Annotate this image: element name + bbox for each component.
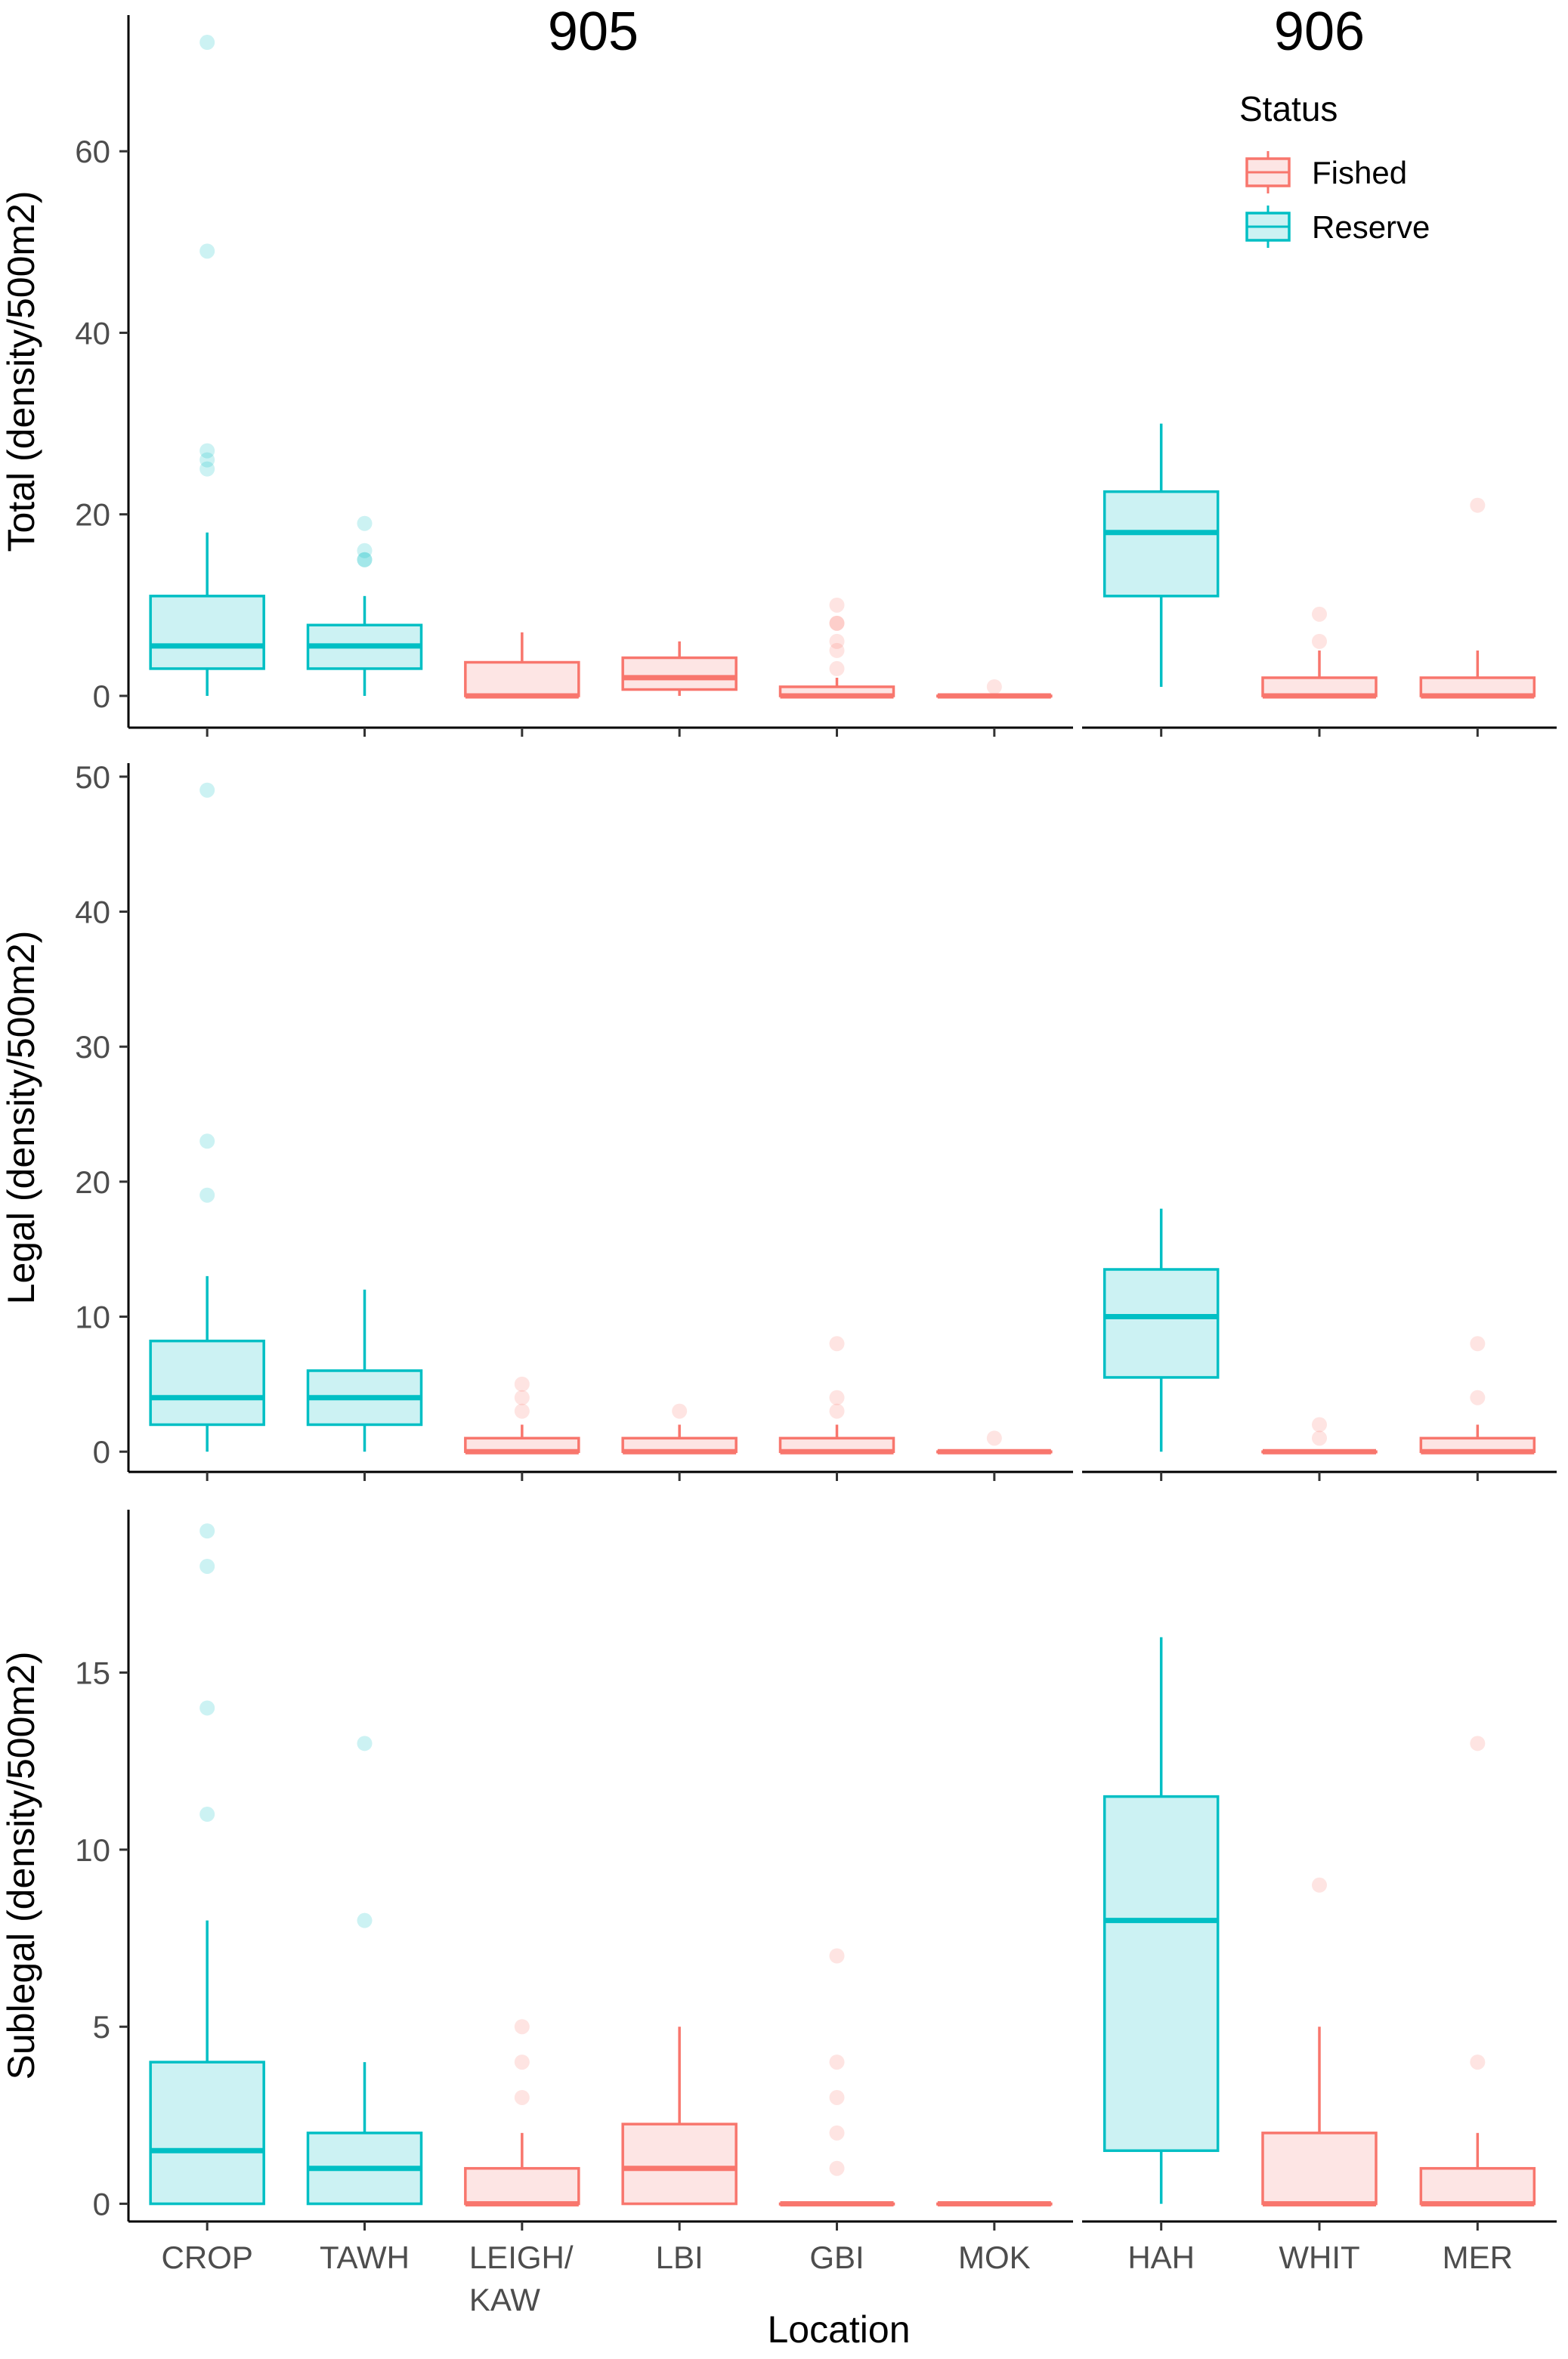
- outlier-row0-crop-2: [199, 443, 215, 459]
- box-row2-crop: [149, 2061, 265, 2206]
- x-tick-label-hah: HAH: [1127, 2240, 1195, 2275]
- y-tick-label-row2-15: 15: [75, 1656, 110, 1691]
- y-tick-label-row2-0: 0: [93, 2187, 110, 2222]
- x-tick-label-mer: MER: [1443, 2240, 1513, 2275]
- y-tick-label-row0-0: 0: [93, 679, 110, 714]
- outlier-row1-lbi-0: [672, 1403, 688, 1419]
- y-tick-label-row1-0: 0: [93, 1434, 110, 1470]
- outlier-row2-gbi-2: [829, 2089, 845, 2105]
- outlier-row1-mok-0: [986, 1430, 1002, 1446]
- x-tick-label-leigh-kaw: LEIGH/KAW: [469, 2240, 574, 2317]
- y-tick-label-row1-20: 20: [75, 1164, 110, 1200]
- outlier-row0-gbi-5: [829, 597, 845, 613]
- outlier-row1-whit-1: [1312, 1417, 1327, 1433]
- outlier-row2-whit-0: [1312, 1877, 1327, 1893]
- outlier-row2-leigh-kaw-1: [514, 2054, 530, 2070]
- y-tick-label-row0-60: 60: [75, 134, 110, 169]
- outlier-row2-crop-1: [199, 1700, 215, 1716]
- box-row1-hah: [1103, 1268, 1220, 1379]
- outlier-row1-leigh-kaw-1: [514, 1390, 530, 1405]
- box-row2-whit: [1261, 2132, 1378, 2206]
- y-tick-label-row1-30: 30: [75, 1029, 110, 1065]
- outlier-row2-gbi-4: [829, 1948, 845, 1964]
- outlier-row0-whit-0: [1312, 633, 1327, 649]
- y-tick-label-row0-40: 40: [75, 315, 110, 351]
- outlier-row0-tawh-2: [357, 543, 373, 558]
- y-axis-title-row2: Sublegal (density/500m2): [0, 1652, 42, 2080]
- box-row2-leigh-kaw: [464, 2166, 580, 2206]
- outlier-row0-crop-1: [199, 452, 215, 468]
- outlier-row1-gbi-0: [829, 1403, 845, 1419]
- outlier-row0-gbi-2: [829, 633, 845, 649]
- outlier-row2-crop-3: [199, 1523, 215, 1539]
- outlier-row2-mer-0: [1470, 2054, 1486, 2070]
- box-row0-leigh-kaw: [464, 660, 580, 697]
- outlier-row1-crop-1: [199, 1133, 215, 1149]
- outlier-row0-whit-1: [1312, 606, 1327, 622]
- box-row1-crop: [149, 1339, 265, 1427]
- facet-title-905: 905: [548, 2, 639, 62]
- box-row0-hah: [1103, 490, 1220, 598]
- outlier-row0-gbi-3: [829, 615, 845, 631]
- outlier-row0-tawh-3: [357, 515, 373, 531]
- outlier-row0-crop-0: [199, 461, 215, 477]
- box-row2-hah: [1103, 1795, 1220, 2153]
- outlier-row0-crop-4: [199, 35, 215, 51]
- box-row2-mer: [1419, 2166, 1536, 2206]
- box-row2-lbi: [621, 2122, 738, 2206]
- box-row0-whit: [1261, 676, 1378, 697]
- y-axis-title-row0: Total (density/500m2): [0, 190, 42, 552]
- y-tick-label-row1-10: 10: [75, 1300, 110, 1335]
- facet-title-906: 906: [1274, 2, 1365, 62]
- x-tick-label-whit: WHIT: [1279, 2240, 1359, 2275]
- outlier-row2-crop-0: [199, 1807, 215, 1823]
- outlier-row1-gbi-2: [829, 1336, 845, 1352]
- outlier-row2-mer-1: [1470, 1736, 1486, 1751]
- legend-title: Status: [1239, 89, 1338, 128]
- outlier-row2-leigh-kaw-0: [514, 2089, 530, 2105]
- outlier-row0-mer-0: [1470, 497, 1486, 513]
- x-tick-label-crop: CROP: [161, 2240, 252, 2275]
- outlier-row2-tawh-0: [357, 1912, 373, 1928]
- legend-label-reserve: Reserve: [1312, 209, 1430, 245]
- outlier-row0-gbi-0: [829, 660, 845, 676]
- y-tick-label-row1-40: 40: [75, 895, 110, 930]
- box-row0-crop: [149, 595, 265, 670]
- x-tick-label-mok: MOK: [958, 2240, 1031, 2275]
- outlier-row2-gbi-3: [829, 2054, 845, 2070]
- box-row0-lbi: [621, 656, 738, 691]
- outlier-row0-gbi-4: [829, 615, 845, 631]
- x-tick-label-gbi: GBI: [809, 2240, 864, 2275]
- outlier-row2-crop-2: [199, 1558, 215, 1574]
- outlier-row1-leigh-kaw-2: [514, 1376, 530, 1392]
- outlier-row2-gbi-1: [829, 2125, 845, 2141]
- outlier-row0-tawh-1: [357, 552, 373, 567]
- outlier-row2-tawh-1: [357, 1736, 373, 1751]
- box-row0-mer: [1419, 676, 1536, 697]
- outlier-row0-tawh-0: [357, 552, 373, 567]
- x-axis-title: Location: [767, 2308, 910, 2351]
- outlier-row1-mer-1: [1470, 1336, 1486, 1352]
- y-tick-label-row0-20: 20: [75, 497, 110, 533]
- y-tick-label-row2-10: 10: [75, 1832, 110, 1868]
- outlier-row1-crop-2: [199, 782, 215, 798]
- outlier-row0-gbi-1: [829, 642, 845, 658]
- y-tick-label-row2-5: 5: [93, 2009, 110, 2045]
- outlier-row2-gbi-0: [829, 2160, 845, 2176]
- outlier-row1-crop-0: [199, 1187, 215, 1203]
- legend-label-fished: Fished: [1312, 155, 1407, 190]
- outlier-row1-mer-0: [1470, 1390, 1486, 1405]
- x-tick-label-tawh: TAWH: [320, 2240, 410, 2275]
- y-axis-title-row1: Legal (density/500m2): [0, 931, 42, 1305]
- outlier-row1-gbi-1: [829, 1390, 845, 1405]
- outlier-row2-leigh-kaw-2: [514, 2019, 530, 2035]
- outlier-row1-leigh-kaw-0: [514, 1403, 530, 1419]
- outlier-row0-mok-0: [986, 679, 1002, 694]
- outlier-row0-crop-3: [199, 243, 215, 259]
- outlier-row1-whit-0: [1312, 1430, 1327, 1446]
- y-tick-label-row1-50: 50: [75, 759, 110, 795]
- x-tick-label-lbi: LBI: [656, 2240, 704, 2275]
